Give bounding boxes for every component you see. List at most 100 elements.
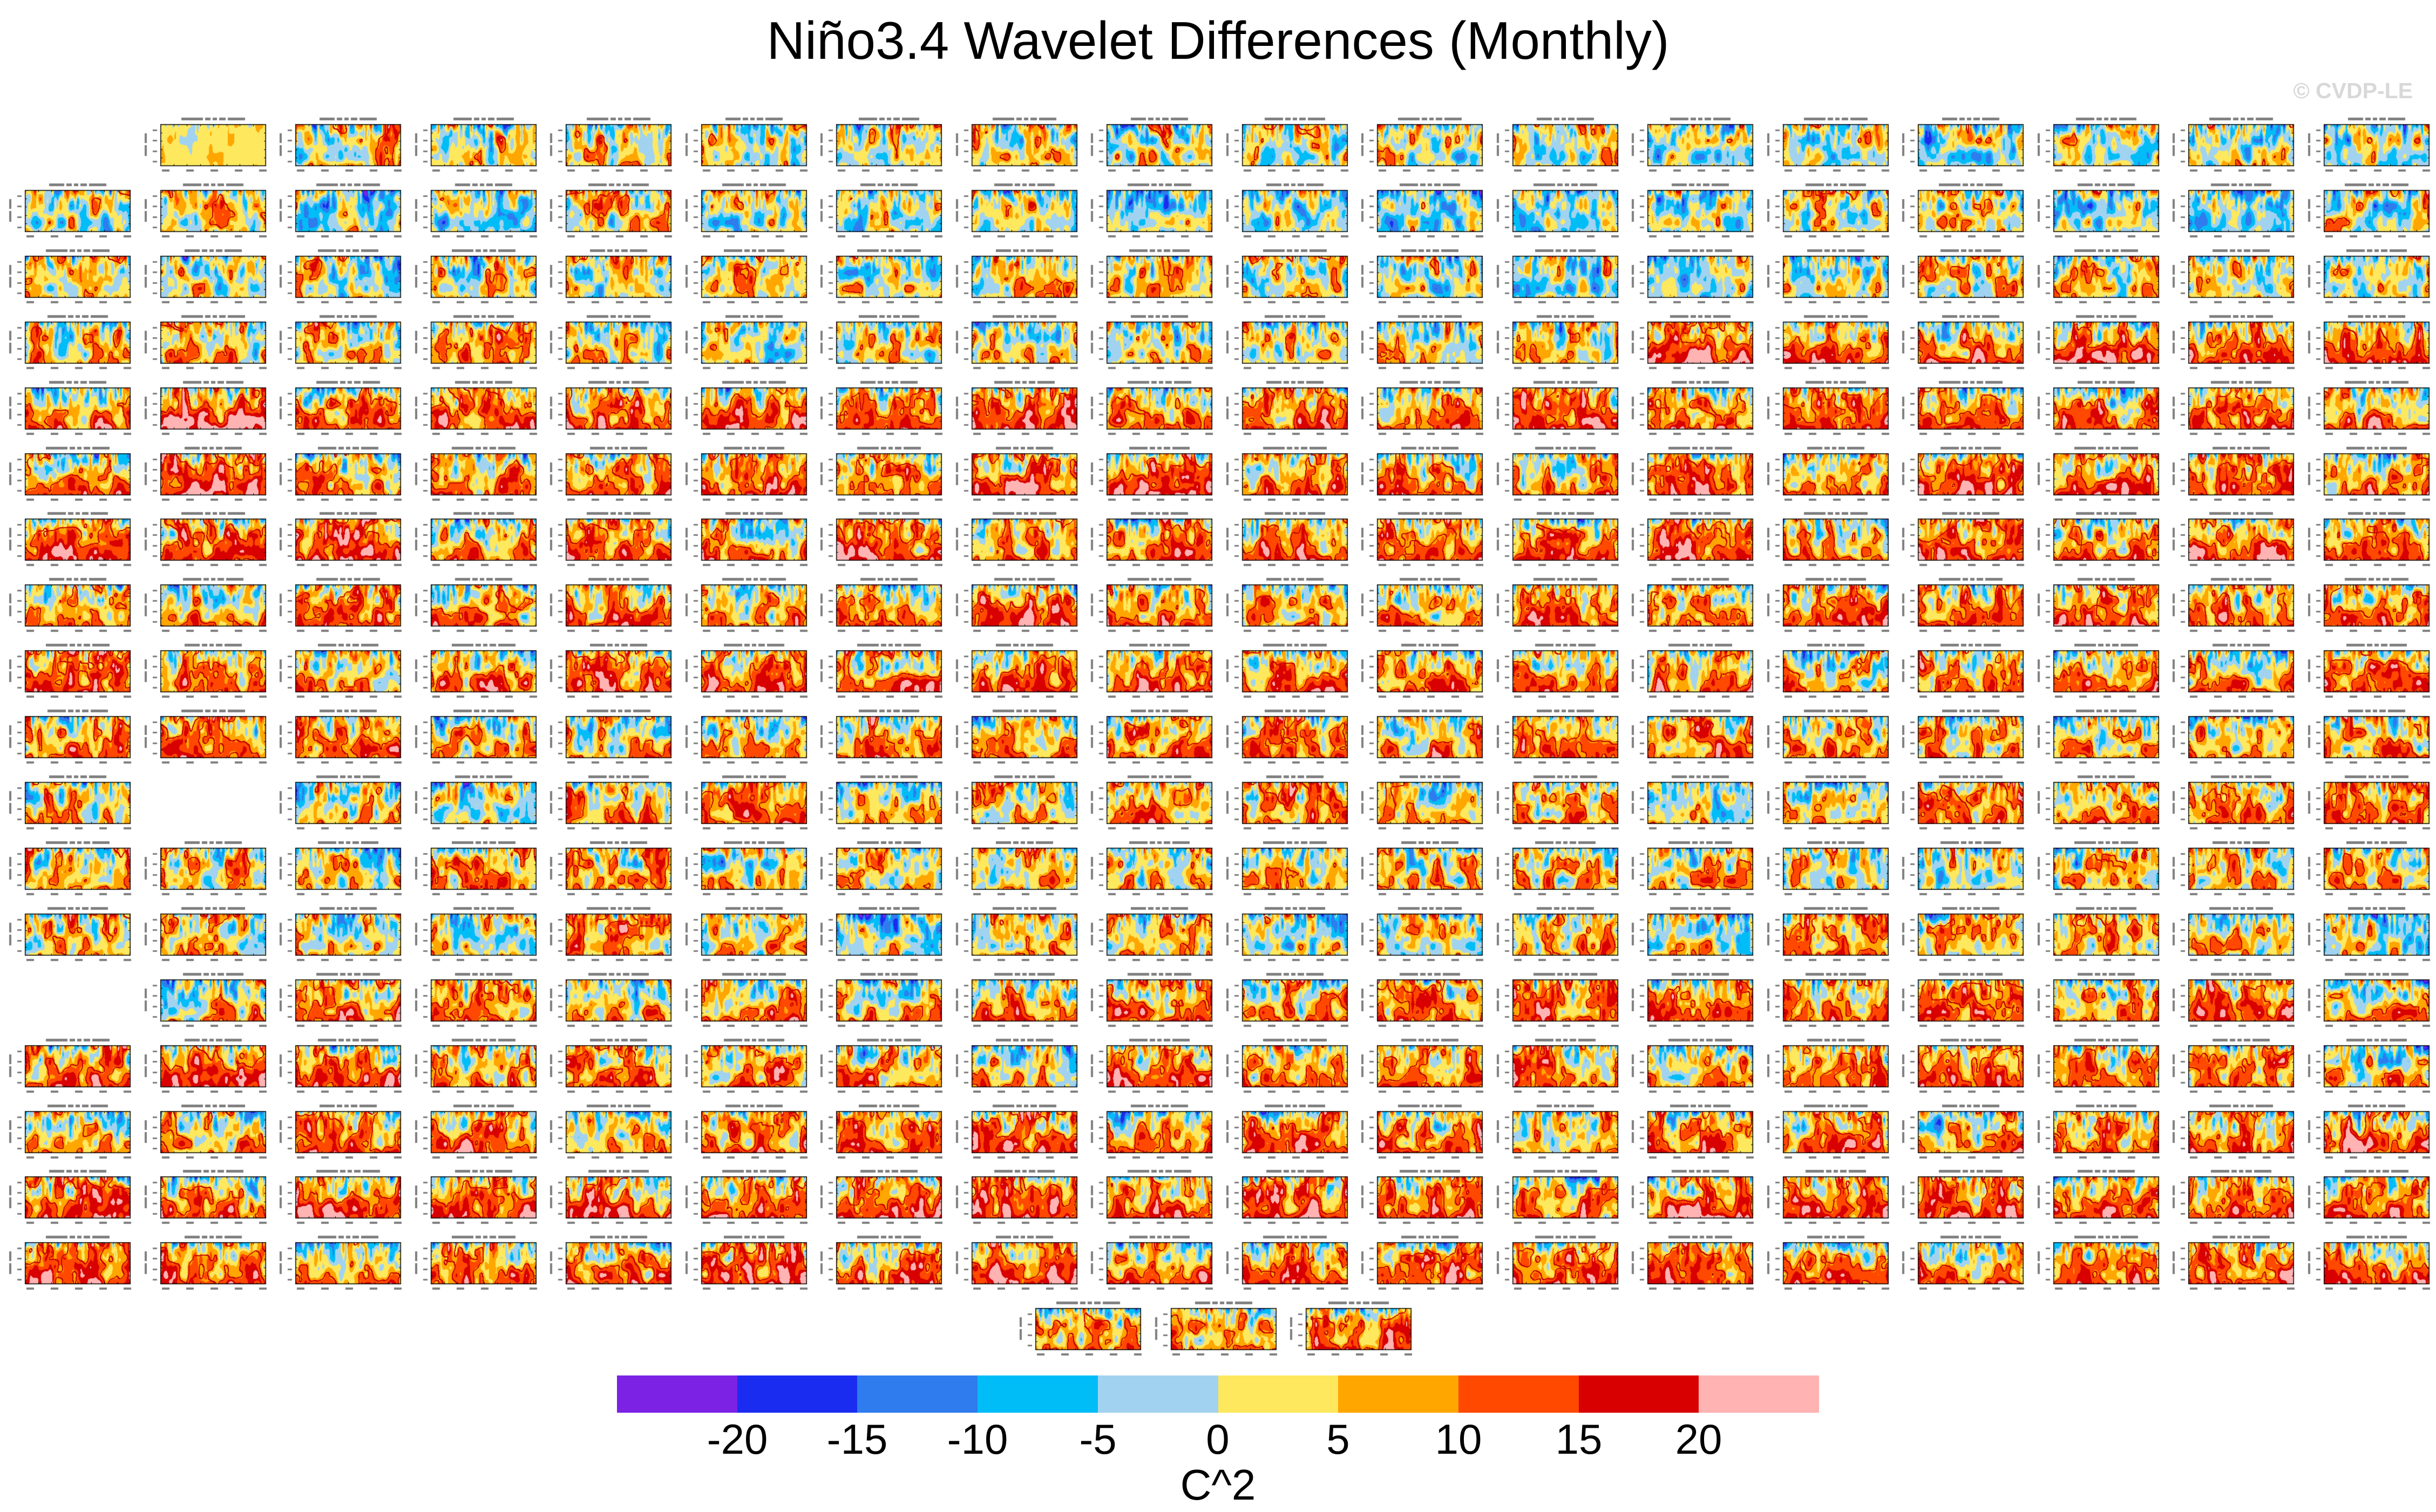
wavelet-heatmap — [412, 246, 540, 309]
wavelet-heatmap — [1494, 641, 1621, 703]
wavelet-panel — [1899, 312, 2027, 374]
wavelet-panel — [547, 246, 675, 309]
wavelet-panel — [818, 772, 945, 835]
wavelet-panel — [142, 444, 269, 506]
wavelet-panel — [1629, 1167, 1756, 1229]
wavelet-heatmap — [6, 904, 134, 966]
wavelet-heatmap — [1359, 1036, 1486, 1098]
wavelet-panel — [683, 1036, 810, 1098]
wavelet-panel — [277, 904, 404, 966]
wavelet-panel — [2170, 246, 2297, 309]
wavelet-panel — [683, 838, 810, 901]
wavelet-panel — [1359, 444, 1486, 506]
wavelet-panel — [1494, 641, 1621, 703]
wavelet-panel — [142, 1036, 269, 1098]
wavelet-panel — [1899, 114, 2027, 177]
wavelet-panel — [1017, 1298, 1144, 1361]
wavelet-panel — [1899, 246, 2027, 309]
wavelet-heatmap — [1629, 180, 1756, 243]
wavelet-heatmap — [683, 1036, 810, 1098]
wavelet-panel — [547, 970, 675, 1032]
wavelet-panel — [818, 904, 945, 966]
colorbar-swatch — [617, 1375, 737, 1413]
wavelet-panel — [1088, 1101, 1216, 1164]
wavelet-heatmap — [2170, 378, 2297, 440]
wavelet-panel — [1899, 378, 2027, 440]
wavelet-heatmap — [1765, 904, 1892, 966]
wavelet-heatmap — [547, 444, 675, 506]
wavelet-heatmap — [547, 970, 675, 1032]
colorbar-tick-label: -5 — [1079, 1415, 1117, 1463]
wavelet-panel — [1359, 1232, 1486, 1295]
wavelet-panel — [2170, 1167, 2297, 1229]
wavelet-panel — [412, 1167, 540, 1229]
wavelet-panel — [683, 180, 810, 243]
wavelet-heatmap — [1765, 970, 1892, 1032]
wavelet-heatmap — [6, 378, 134, 440]
wavelet-panel — [1224, 378, 1351, 440]
wavelet-panel — [412, 509, 540, 571]
wavelet-heatmap — [1088, 180, 1216, 243]
wavelet-panel — [683, 772, 810, 835]
wavelet-heatmap — [2170, 970, 2297, 1032]
wavelet-heatmap — [2305, 838, 2433, 901]
wavelet-heatmap — [1899, 246, 2027, 309]
wavelet-heatmap — [1765, 1036, 1892, 1098]
wavelet-panel — [1287, 1298, 1415, 1361]
wavelet-heatmap — [1224, 180, 1351, 243]
wavelet-heatmap — [1088, 970, 1216, 1032]
wavelet-panel — [2170, 180, 2297, 243]
wavelet-panel — [1765, 1232, 1892, 1295]
wavelet-heatmap — [1494, 444, 1621, 506]
wavelet-heatmap — [6, 444, 134, 506]
wavelet-heatmap — [1629, 1232, 1756, 1295]
wavelet-panel — [2035, 641, 2162, 703]
wavelet-panel — [277, 246, 404, 309]
wavelet-panel — [1765, 772, 1892, 835]
wavelet-heatmap — [2035, 904, 2162, 966]
wavelet-panel — [1765, 180, 1892, 243]
wavelet-panel — [953, 1101, 1081, 1164]
wavelet-heatmap — [2170, 444, 2297, 506]
wavelet-heatmap — [2305, 114, 2433, 177]
wavelet-heatmap — [1494, 904, 1621, 966]
wavelet-panel — [277, 1101, 404, 1164]
wavelet-heatmap — [2305, 312, 2433, 374]
wavelet-panel — [6, 838, 134, 901]
wavelet-panel — [277, 378, 404, 440]
wavelet-heatmap — [142, 970, 269, 1032]
wavelet-panel — [1765, 312, 1892, 374]
wavelet-heatmap — [2035, 180, 2162, 243]
wavelet-panel — [1765, 378, 1892, 440]
wavelet-heatmap — [683, 180, 810, 243]
wavelet-panel — [683, 1167, 810, 1229]
wavelet-heatmap — [683, 970, 810, 1032]
wavelet-panel — [1359, 838, 1486, 901]
wavelet-heatmap — [2170, 1101, 2297, 1164]
wavelet-heatmap — [277, 838, 404, 901]
wavelet-panel — [2305, 838, 2433, 901]
wavelet-heatmap — [1088, 114, 1216, 177]
wavelet-heatmap — [412, 180, 540, 243]
wavelet-panel — [2305, 641, 2433, 703]
wavelet-heatmap — [1494, 180, 1621, 243]
wavelet-heatmap — [1629, 114, 1756, 177]
wavelet-heatmap — [1765, 641, 1892, 703]
wavelet-panel — [1629, 246, 1756, 309]
wavelet-panel — [1765, 509, 1892, 571]
wavelet-heatmap — [142, 378, 269, 440]
wavelet-heatmap — [683, 378, 810, 440]
wavelet-heatmap — [1017, 1298, 1144, 1361]
wavelet-panel — [142, 1101, 269, 1164]
wavelet-panel — [1899, 706, 2027, 769]
wavelet-heatmap — [953, 378, 1081, 440]
wavelet-panel — [1088, 970, 1216, 1032]
wavelet-heatmap — [1359, 114, 1486, 177]
wavelet-heatmap — [1287, 1298, 1415, 1361]
wavelet-panel — [277, 641, 404, 703]
wavelet-heatmap — [1494, 1167, 1621, 1229]
wavelet-heatmap — [547, 772, 675, 835]
wavelet-panel — [6, 1232, 134, 1295]
wavelet-heatmap — [277, 509, 404, 571]
wavelet-panel — [277, 575, 404, 637]
